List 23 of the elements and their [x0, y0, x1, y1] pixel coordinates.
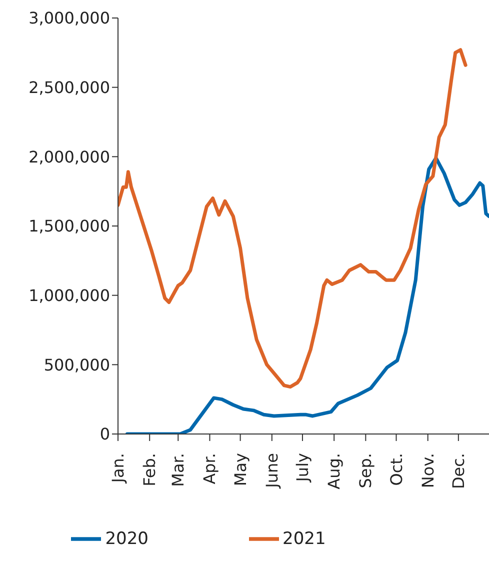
x-tick-label: Sep.	[356, 453, 376, 488]
y-tick-label: 2,500,000	[28, 78, 110, 98]
x-tick-label: Aug.	[324, 453, 344, 490]
x-tick-label: Oct.	[386, 453, 406, 486]
x-tick-label: Nov.	[418, 453, 438, 488]
x-tick-label: Mar.	[168, 453, 188, 487]
x-tick-label: Apr.	[200, 453, 220, 484]
y-tick-label: 2,000,000	[28, 147, 110, 166]
y-tick-label: 1,500,000	[28, 216, 110, 236]
x-tick-label: May	[230, 453, 250, 486]
y-tick-label: 500,000	[44, 355, 110, 374]
legend-label: 2020	[105, 528, 148, 549]
y-tick-label: 3,000,000	[28, 8, 110, 28]
x-tick-label: July	[292, 453, 312, 483]
y-tick-label: 1,000,000	[28, 286, 110, 306]
line-series	[118, 48, 468, 389]
x-tick-label: June	[262, 453, 282, 489]
line-series	[125, 156, 489, 434]
y-tick-label: 0	[100, 424, 110, 444]
legend-label: 2021	[282, 528, 326, 549]
x-tick-label: Feb.	[140, 453, 160, 486]
x-tick-label: Dec.	[448, 453, 468, 490]
x-tick-label: Jan.	[108, 453, 128, 484]
